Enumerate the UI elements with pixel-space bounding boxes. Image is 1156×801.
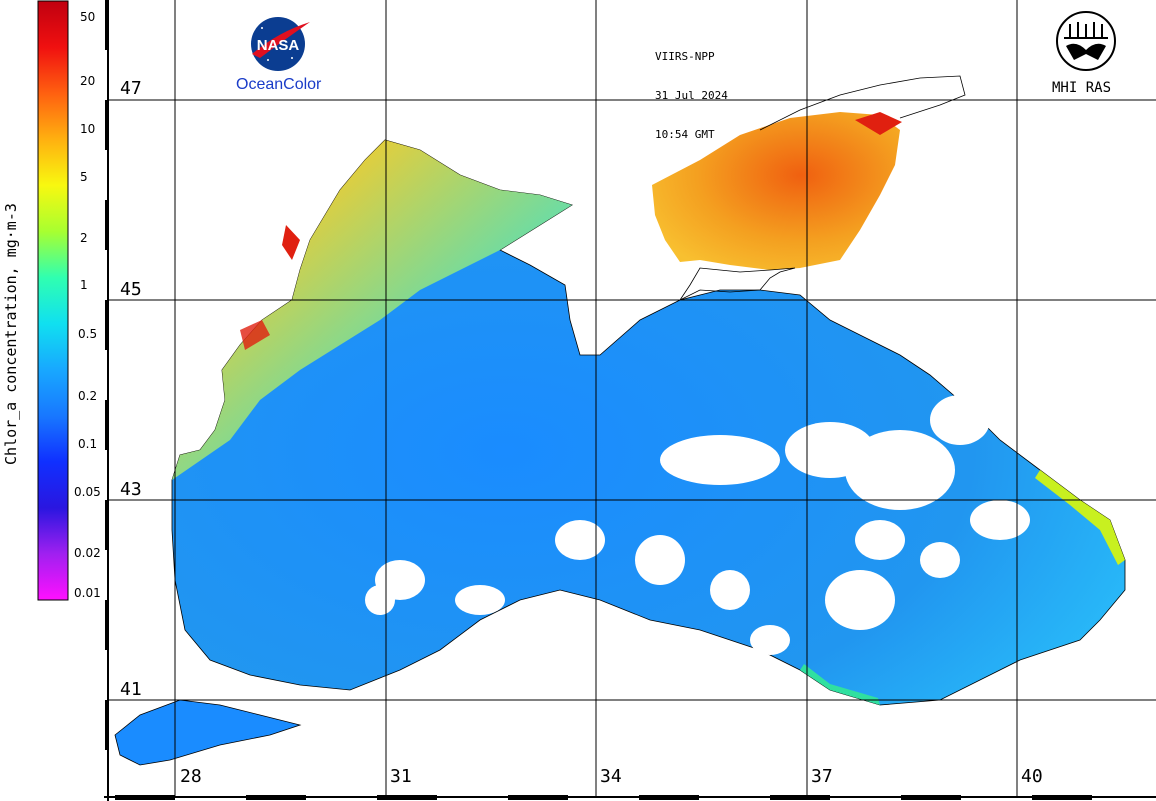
cloud-gap — [920, 542, 960, 578]
lat-label-45: 45 — [120, 279, 142, 300]
lat-label-47: 47 — [120, 78, 142, 99]
nasa-caption: OceanColor — [236, 76, 322, 93]
azov-north-coast — [759, 75, 966, 131]
acquisition-time: 10:54 GMT — [655, 128, 715, 141]
danube-delta-high-chl — [282, 225, 300, 260]
lon-label-40: 40 — [1021, 766, 1043, 787]
lon-label-31: 31 — [390, 766, 412, 787]
axis-tick-block — [508, 795, 568, 800]
colorbar — [37, 0, 69, 601]
lat-label-41: 41 — [120, 679, 142, 700]
coastal-rim — [1035, 470, 1125, 565]
axis-tick-block — [246, 795, 306, 800]
colorbar-tick: 0.05 — [74, 485, 101, 499]
satellite-name: VIIRS-NPP — [655, 50, 715, 63]
axis-tick-block — [105, 700, 109, 750]
axis-tick-block — [105, 600, 109, 650]
lon-label-28: 28 — [180, 766, 202, 787]
cloud-gap — [845, 430, 955, 510]
nw-shelf-bloom — [172, 140, 572, 480]
cloud-gap — [710, 570, 750, 610]
nasa-emblem-text: NASA — [257, 37, 300, 54]
axis-tick-block — [770, 795, 830, 800]
axis-tick-block — [105, 400, 109, 450]
coastal-rim — [800, 664, 880, 705]
axis-tick-block — [105, 100, 109, 150]
lat-label-43: 43 — [120, 479, 142, 500]
colorbar-tick: 2 — [80, 231, 88, 245]
cloud-gap — [455, 585, 505, 615]
cloud-gap — [365, 585, 395, 615]
cloud-gap — [750, 625, 790, 655]
axis-tick-block — [105, 0, 109, 50]
colorbar-tick: 50 — [80, 10, 96, 24]
colorbar-tick: 5 — [80, 170, 88, 184]
colorbar-tick: 1 — [80, 278, 88, 292]
cloud-gap — [930, 395, 990, 445]
lon-label-34: 34 — [600, 766, 622, 787]
crimea-coast — [678, 267, 796, 302]
cloud-gap — [660, 435, 780, 485]
axis-tick-block — [105, 500, 109, 550]
lon-label-37: 37 — [811, 766, 833, 787]
cloud-gap — [555, 520, 605, 560]
axis-tick-block — [377, 795, 437, 800]
cloud-gap — [855, 520, 905, 560]
mhi-logo-icon — [1056, 11, 1116, 71]
axis-tick-block — [105, 300, 109, 350]
axis-tick-block — [639, 795, 699, 800]
sea-of-marmara — [114, 699, 302, 766]
azov-high-chl-patch — [855, 112, 902, 135]
colorbar-tick: 10 — [80, 122, 96, 136]
cloud-gap — [970, 500, 1030, 540]
axis-tick-block — [901, 795, 961, 800]
axis-tick-block — [105, 200, 109, 250]
sea-of-azov — [652, 112, 900, 270]
cloud-gap — [635, 535, 685, 585]
colorbar-tick: 0.1 — [78, 437, 98, 451]
axis-tick-block — [1032, 795, 1092, 800]
mhi-caption: MHI RAS — [1052, 80, 1112, 96]
colorbar-tick: 0.5 — [78, 327, 98, 341]
colorbar-tick: 0.2 — [78, 389, 98, 403]
colorbar-tick: 0.02 — [74, 546, 101, 560]
cloud-gap — [825, 570, 895, 630]
colorbar-title: Chlor_a concentration, mg·m-3 — [2, 203, 20, 465]
axis-tick-block — [115, 795, 175, 800]
satellite-info: VIIRS-NPP 31 Jul 2024 10:54 GMT — [655, 24, 728, 167]
nasa-logo-icon: NASA — [251, 17, 310, 71]
colorbar-tick: 0.01 — [74, 586, 101, 600]
colorbar-tick: 20 — [80, 74, 96, 88]
coastal-high-chl — [240, 320, 270, 350]
acquisition-date: 31 Jul 2024 — [655, 89, 728, 102]
